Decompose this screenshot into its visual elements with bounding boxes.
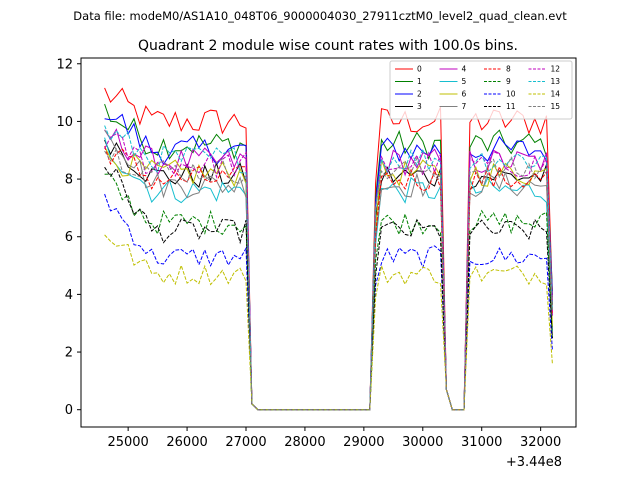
suptitle: Data file: modeM0/AS1A10_048T06_90000040… (73, 9, 567, 23)
y-axis: 0 2 4 6 8 10 12 (56, 57, 81, 418)
chart-title: Quadrant 2 module wise count rates with … (138, 38, 518, 54)
y-tick-label: 8 (65, 173, 73, 188)
legend-label-14: 14 (551, 90, 561, 99)
x-axis-offset-label: +3.44e8 (506, 455, 562, 470)
legend-frame (389, 60, 573, 120)
legend-label-3: 3 (417, 102, 422, 111)
legend-label-11: 11 (506, 102, 516, 111)
x-tick-label: 31000 (461, 435, 502, 450)
series-line-14 (104, 234, 553, 411)
plot-area (104, 87, 553, 411)
x-tick-label: 25000 (107, 435, 148, 450)
legend-label-10: 10 (506, 90, 516, 99)
y-tick-label: 2 (65, 346, 73, 361)
legend-label-13: 13 (551, 77, 561, 86)
x-axis: 25000 26000 27000 28000 29000 30000 31000 32000 (107, 427, 561, 450)
y-tick-label: 6 (65, 230, 73, 245)
y-tick-label: 4 (65, 288, 73, 303)
legend-label-1: 1 (417, 77, 422, 86)
series-line-15 (104, 147, 553, 411)
legend-label-0: 0 (417, 65, 422, 74)
legend-label-2: 2 (417, 90, 422, 99)
x-tick-label: 26000 (166, 435, 207, 450)
legend-label-15: 15 (551, 102, 561, 111)
y-tick-label: 10 (56, 115, 73, 130)
y-tick-label: 12 (56, 57, 73, 72)
x-tick-label: 30000 (402, 435, 443, 450)
legend-label-4: 4 (462, 65, 467, 74)
legend-label-12: 12 (551, 65, 561, 74)
y-tick-label: 0 (65, 403, 73, 418)
x-tick-label: 32000 (520, 435, 561, 450)
axes-frame (80, 57, 577, 428)
legend-label-8: 8 (506, 65, 511, 74)
legend-label-6: 6 (462, 90, 467, 99)
legend-label-9: 9 (506, 77, 511, 86)
legend-label-7: 7 (462, 102, 467, 111)
series-line-10 (104, 193, 553, 411)
series-line-13 (104, 125, 553, 411)
legend-label-5: 5 (462, 77, 467, 86)
x-tick-label: 27000 (225, 435, 266, 450)
x-tick-label: 29000 (343, 435, 384, 450)
x-tick-label: 28000 (284, 435, 325, 450)
